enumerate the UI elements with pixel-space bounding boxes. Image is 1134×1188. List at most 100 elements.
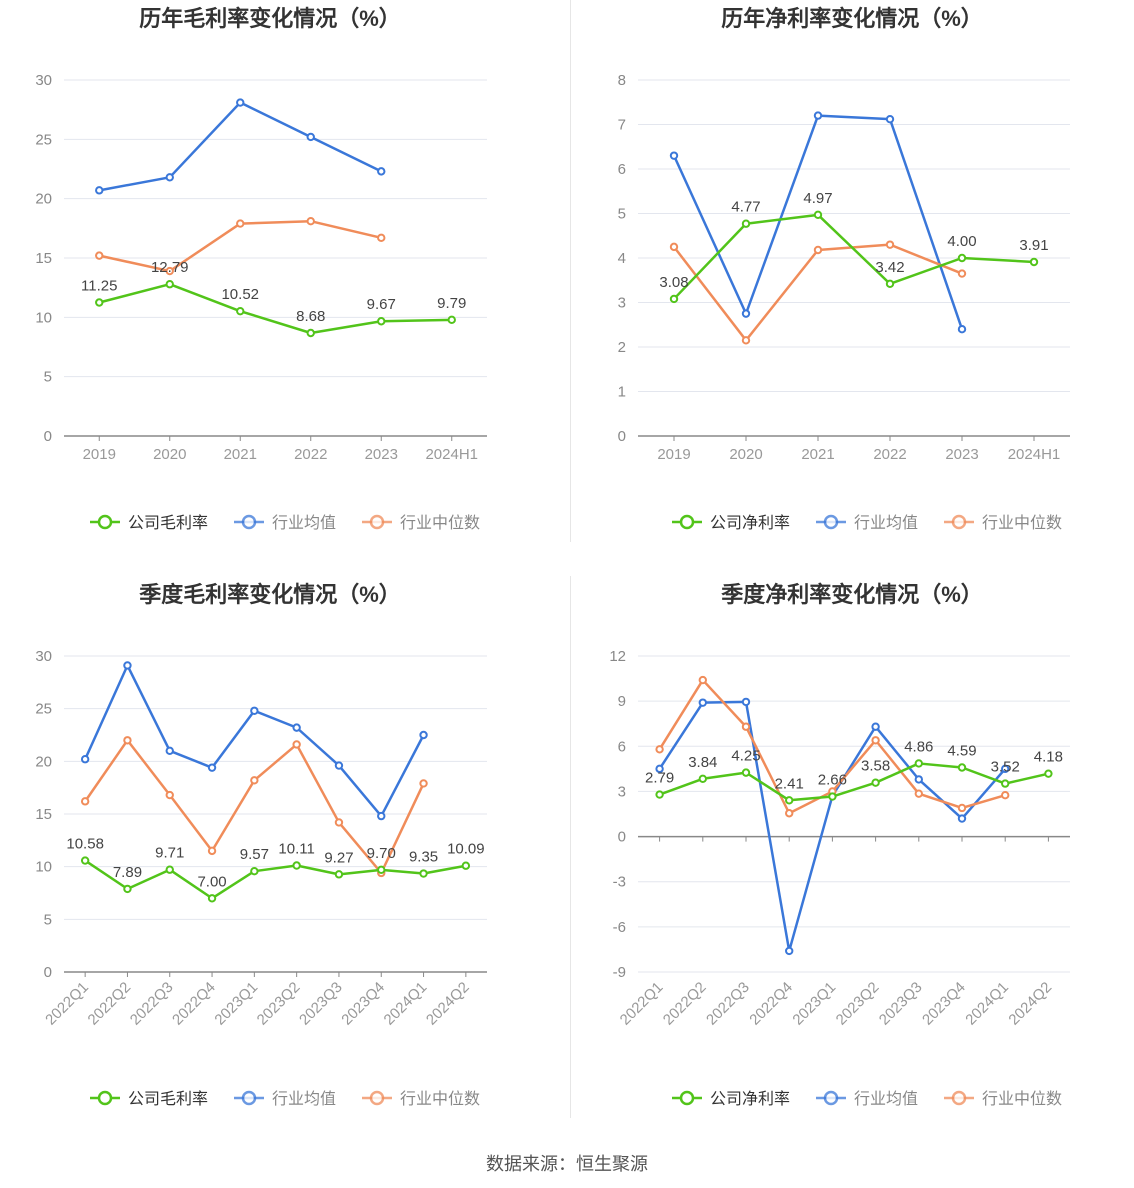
legend-item-company[interactable]: 公司净利率: [672, 514, 790, 532]
y-tick-label: 6: [618, 738, 626, 755]
company-point[interactable]: [1044, 769, 1053, 778]
industry-median-point[interactable]: [377, 233, 386, 243]
company-point[interactable]: [80, 856, 90, 865]
industry-median-point[interactable]: [885, 240, 895, 249]
industry-median-point[interactable]: [957, 269, 967, 278]
legend-item-industry-median[interactable]: 行业中位数: [944, 1090, 1062, 1108]
industry-median-point[interactable]: [165, 266, 174, 276]
industry-mean-point[interactable]: [165, 173, 174, 182]
industry-mean-point[interactable]: [292, 723, 301, 732]
industry-median-point[interactable]: [741, 722, 751, 731]
company-point[interactable]: [334, 870, 344, 879]
industry-mean-point[interactable]: [655, 764, 664, 774]
industry-median-point[interactable]: [95, 251, 104, 260]
company-point[interactable]: [1001, 779, 1010, 788]
industry-mean-point[interactable]: [80, 755, 90, 764]
company-point[interactable]: [447, 315, 456, 325]
company-point[interactable]: [655, 790, 664, 799]
industry-mean-point[interactable]: [377, 167, 386, 176]
industry-mean-point[interactable]: [813, 111, 823, 120]
company-point[interactable]: [957, 763, 967, 772]
industry-median-point[interactable]: [698, 675, 708, 685]
company-point[interactable]: [207, 894, 217, 903]
company-point[interactable]: [95, 298, 104, 307]
company-point[interactable]: [885, 279, 895, 289]
industry-median-point[interactable]: [669, 242, 679, 252]
legend-item-industry-median[interactable]: 行业中位数: [362, 514, 480, 532]
company-point[interactable]: [292, 861, 301, 870]
company-point[interactable]: [377, 865, 386, 875]
industry-mean-point[interactable]: [785, 946, 794, 956]
industry-mean-point[interactable]: [236, 98, 245, 107]
industry-median-point[interactable]: [419, 779, 428, 788]
industry-mean-point[interactable]: [698, 698, 708, 707]
company-point[interactable]: [377, 317, 386, 326]
company-point[interactable]: [306, 328, 315, 338]
company-point[interactable]: [461, 861, 471, 870]
company-point[interactable]: [828, 792, 837, 801]
legend-item-industry-median[interactable]: 行业中位数: [362, 1090, 480, 1108]
company-point[interactable]: [871, 778, 880, 787]
industry-median-point[interactable]: [871, 736, 880, 745]
company-point[interactable]: [957, 253, 967, 263]
company-point[interactable]: [165, 865, 174, 874]
industry-median-point[interactable]: [250, 776, 259, 785]
company-point[interactable]: [1029, 257, 1039, 267]
industry-mean-point[interactable]: [741, 697, 751, 707]
legend-item-industry-median[interactable]: 行业中位数: [944, 514, 1062, 532]
industry-mean-point[interactable]: [669, 151, 679, 160]
industry-median-point[interactable]: [80, 797, 90, 806]
industry-median-point[interactable]: [236, 219, 245, 228]
legend-item-company[interactable]: 公司毛利率: [90, 1090, 208, 1108]
industry-mean-point[interactable]: [871, 722, 880, 731]
company-point[interactable]: [785, 796, 794, 805]
industry-median-point[interactable]: [957, 803, 967, 813]
legend-item-industry-mean[interactable]: 行业均值: [234, 1090, 336, 1108]
industry-median-point[interactable]: [655, 745, 664, 754]
industry-mean-point[interactable]: [95, 186, 104, 195]
company-point[interactable]: [741, 219, 751, 228]
industry-mean-point[interactable]: [914, 775, 923, 784]
company-point[interactable]: [236, 306, 245, 316]
company-point[interactable]: [165, 280, 174, 289]
industry-median-point[interactable]: [165, 790, 174, 800]
company-point[interactable]: [250, 866, 259, 876]
company-point[interactable]: [698, 774, 708, 783]
company-point[interactable]: [123, 884, 132, 894]
industry-mean-point[interactable]: [165, 746, 174, 756]
industry-mean-point[interactable]: [419, 730, 428, 740]
industry-median-point[interactable]: [785, 809, 794, 818]
industry-mean-point[interactable]: [306, 132, 315, 142]
x-tick-label: 2022Q2: [85, 979, 135, 1029]
company-point[interactable]: [813, 210, 823, 220]
legend-item-industry-mean[interactable]: 行业均值: [816, 1090, 918, 1108]
industry-mean-point[interactable]: [207, 763, 217, 772]
industry-median-point[interactable]: [334, 818, 344, 827]
industry-mean-point[interactable]: [1001, 764, 1010, 774]
legend-item-company[interactable]: 公司净利率: [672, 1090, 790, 1108]
industry-median-point[interactable]: [306, 217, 315, 226]
industry-median-point[interactable]: [813, 245, 823, 255]
legend-item-industry-mean[interactable]: 行业均值: [816, 514, 918, 532]
legend-item-industry-mean[interactable]: 行业均值: [234, 514, 336, 532]
industry-median-point[interactable]: [292, 740, 301, 749]
industry-median-point[interactable]: [1001, 790, 1010, 800]
company-point[interactable]: [741, 768, 751, 777]
industry-mean-point[interactable]: [957, 325, 967, 334]
legend-item-company[interactable]: 公司毛利率: [90, 514, 208, 532]
industry-mean-point[interactable]: [957, 814, 967, 823]
company-point[interactable]: [914, 759, 923, 768]
industry-mean-point[interactable]: [250, 706, 259, 715]
industry-median-point[interactable]: [207, 846, 217, 856]
industry-median-point[interactable]: [914, 789, 923, 798]
industry-mean-point[interactable]: [377, 811, 386, 821]
industry-mean-point[interactable]: [123, 661, 132, 670]
y-tick-label: 5: [618, 206, 626, 223]
industry-mean-point[interactable]: [334, 761, 344, 770]
company-point[interactable]: [419, 869, 428, 878]
industry-median-point[interactable]: [123, 736, 132, 745]
company-point[interactable]: [669, 294, 679, 304]
industry-mean-point[interactable]: [741, 309, 751, 318]
industry-median-point[interactable]: [741, 336, 751, 345]
industry-mean-point[interactable]: [885, 114, 895, 124]
